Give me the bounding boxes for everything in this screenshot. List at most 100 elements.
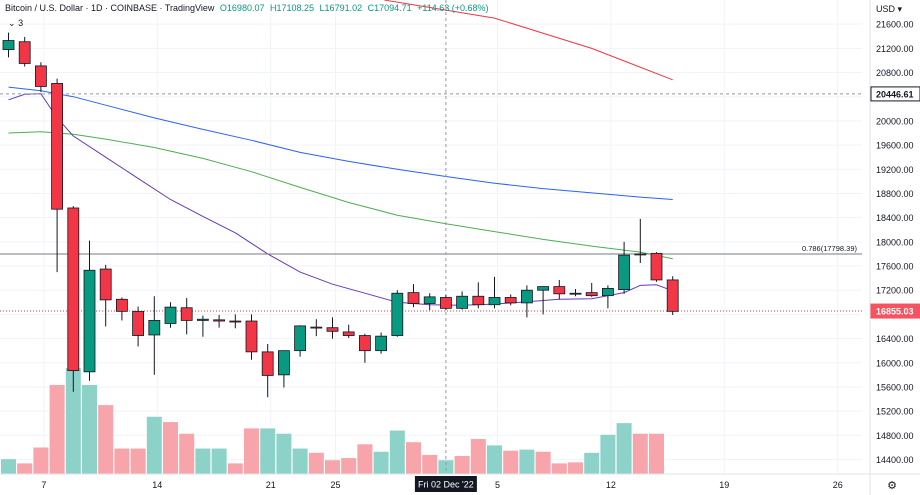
volume-bar	[130, 448, 146, 474]
candle-body[interactable]	[196, 318, 209, 321]
price-tick-label: 20000.00	[876, 116, 914, 126]
volume-bar	[584, 452, 600, 474]
candle-body[interactable]	[99, 268, 112, 301]
candle-body[interactable]	[67, 207, 80, 372]
open-value: O16980.07	[219, 3, 265, 13]
candle-body[interactable]	[488, 297, 501, 306]
price-tick-label: 18400.00	[876, 213, 914, 223]
candle-body[interactable]	[2, 40, 15, 50]
ma-line-purple	[8, 93, 673, 306]
candle-body[interactable]	[261, 351, 274, 376]
symbol-title[interactable]: Bitcoin / U.S. Dollar · 1D · COINBASE · …	[5, 3, 215, 13]
candle-body[interactable]	[326, 327, 339, 332]
volume-bar	[33, 447, 49, 474]
volume-bar	[17, 463, 33, 474]
chevron-down-icon[interactable]: ⌄	[8, 18, 16, 28]
candle-body[interactable]	[553, 286, 566, 295]
candle-body[interactable]	[51, 83, 63, 210]
volume-bar	[454, 455, 470, 474]
volume-bar	[535, 451, 551, 474]
volume-bar	[260, 428, 276, 474]
price-tick-label: 14400.00	[876, 455, 914, 465]
currency-selector[interactable]: USD ▾	[876, 4, 903, 14]
price-tag	[870, 86, 920, 102]
volume-bar	[389, 430, 405, 474]
candle-body[interactable]	[634, 253, 647, 256]
volume-bar	[244, 428, 259, 474]
date-tick-label: 12	[606, 480, 616, 490]
candle-body[interactable]	[375, 335, 388, 352]
volume-bar	[487, 445, 502, 474]
volume-bar	[227, 463, 243, 474]
price-tick-label: 21200.00	[876, 44, 914, 54]
candle-body[interactable]	[472, 295, 485, 306]
ma-line-green	[8, 131, 673, 260]
candle-body[interactable]	[423, 296, 436, 304]
candle-body[interactable]	[132, 310, 145, 336]
candle-body[interactable]	[407, 292, 420, 304]
volume-bar	[341, 458, 357, 474]
price-tick-label: 16000.00	[876, 358, 914, 368]
candle-body[interactable]	[358, 335, 371, 352]
candle-body[interactable]	[618, 254, 630, 290]
price-tick-label: 19200.00	[876, 165, 914, 175]
candle-body[interactable]	[602, 287, 614, 297]
candle-body[interactable]	[666, 279, 679, 312]
candle-body[interactable]	[35, 65, 47, 87]
date-tick-label: 5	[495, 480, 500, 490]
volume-bar	[438, 460, 454, 474]
candle-body[interactable]	[164, 306, 177, 324]
candle-body[interactable]	[569, 292, 582, 295]
candle-body[interactable]	[456, 295, 469, 309]
gear-icon[interactable]: ⚙	[887, 479, 897, 492]
candle-body[interactable]	[213, 319, 226, 322]
price-tick-label: 15600.00	[876, 382, 914, 392]
volume-bar	[373, 451, 389, 474]
candle-body[interactable]	[650, 252, 663, 281]
change-value: +114.63 (+0.68%)	[417, 3, 489, 13]
volume-bar	[211, 448, 227, 474]
candle-body[interactable]	[116, 298, 128, 312]
candle-body[interactable]	[294, 325, 307, 352]
volume-bar	[406, 442, 421, 474]
volume-bar	[325, 460, 340, 474]
candle-body[interactable]	[439, 297, 452, 309]
low-value: L16791.02	[319, 3, 363, 13]
volume-bar	[649, 433, 664, 474]
volume-bar	[422, 454, 438, 474]
volume-bar	[195, 448, 211, 474]
volume-bar	[163, 422, 178, 474]
candle-body[interactable]	[180, 307, 193, 321]
ma-line-red	[384, 0, 673, 81]
date-tick-label: 25	[330, 480, 340, 490]
ma-line-blue	[8, 86, 673, 200]
date-tick-label: 26	[833, 480, 843, 490]
volume-bar	[179, 433, 195, 474]
indicator-toggle[interactable]: ⌄ 3	[8, 18, 23, 29]
high-value: H17108.25	[269, 3, 315, 13]
candle-body[interactable]	[342, 331, 355, 336]
candle-body[interactable]	[537, 286, 549, 291]
candle-body[interactable]	[391, 292, 404, 336]
candle-body[interactable]	[148, 320, 161, 336]
candle-body[interactable]	[521, 289, 533, 304]
candle-body[interactable]	[585, 292, 598, 297]
candle-body[interactable]	[229, 320, 242, 323]
price-tick-label: 18000.00	[876, 237, 914, 247]
symbol-legend: Bitcoin / U.S. Dollar · 1D · COINBASE · …	[5, 3, 492, 13]
candle-body[interactable]	[18, 41, 31, 64]
candle-body[interactable]	[245, 320, 258, 353]
date-tick-label: 19	[719, 480, 729, 490]
volume-bar	[357, 444, 373, 474]
candle-body[interactable]	[504, 297, 517, 304]
price-tick-label: 21600.00	[876, 20, 914, 30]
volume-bar	[600, 434, 616, 474]
fib-level-label: 0.786(17798.39)	[802, 244, 858, 253]
candle-body[interactable]	[310, 326, 323, 329]
candle-body[interactable]	[83, 269, 96, 373]
candle-body[interactable]	[277, 350, 290, 376]
volume-bar	[503, 450, 519, 474]
